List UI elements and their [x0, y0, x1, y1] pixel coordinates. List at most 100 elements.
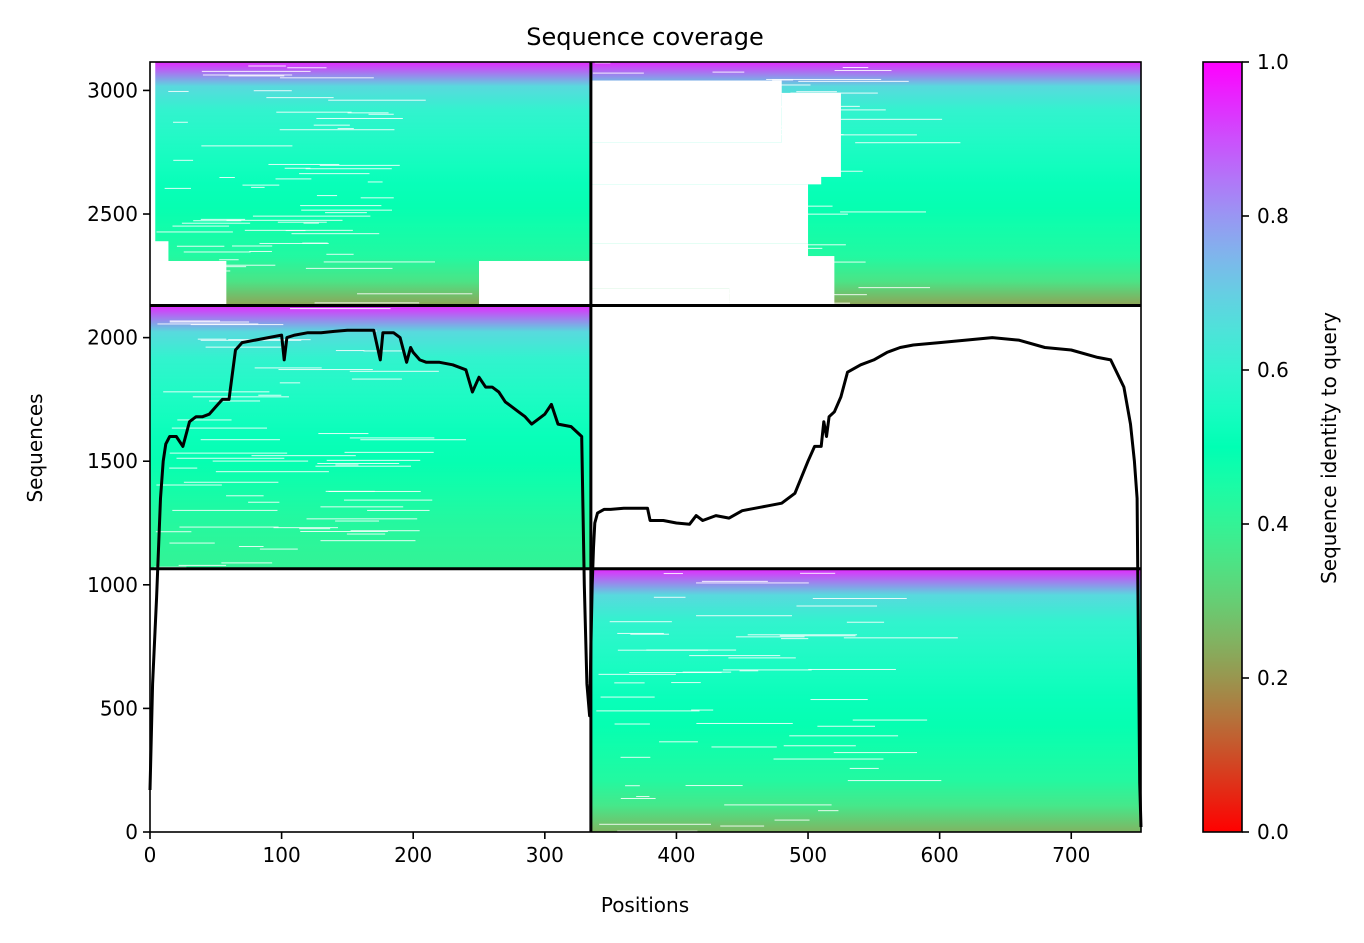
row-gap: [689, 655, 781, 657]
row-gap: [801, 134, 824, 136]
row-gap: [266, 97, 334, 99]
row-gap: [258, 394, 282, 396]
row-gap: [712, 71, 745, 73]
row-gap: [190, 324, 284, 326]
row-gap: [276, 111, 352, 113]
row-gap: [747, 634, 858, 636]
colorbar-tick-label: 0.6: [1257, 358, 1289, 382]
row-gap: [722, 669, 812, 671]
row-gap: [172, 225, 230, 227]
row-gap: [772, 79, 794, 81]
row-gap: [349, 437, 435, 439]
plot-frame: [149, 61, 1142, 833]
row-gap: [698, 251, 715, 253]
row-gap: [798, 80, 909, 82]
x-tick-label: 600: [921, 843, 959, 867]
row-gap: [714, 101, 775, 103]
row-gap: [209, 400, 261, 402]
row-gap: [238, 546, 264, 548]
row-gap: [783, 745, 856, 747]
row-gap: [253, 90, 292, 92]
row-gap: [858, 287, 931, 289]
row-gap: [617, 830, 698, 832]
colorbar-gradient: [1202, 61, 1243, 833]
row-gap: [254, 367, 322, 369]
row-gap: [766, 78, 882, 80]
row-gap: [164, 187, 191, 189]
row-gap: [659, 173, 689, 175]
x-tick-label: 0: [144, 843, 157, 867]
row-gap: [303, 222, 319, 224]
row-gap: [796, 605, 878, 607]
row-gap: [320, 540, 416, 542]
row-gap: [679, 219, 710, 221]
row-gap: [155, 531, 192, 533]
row-gap: [719, 280, 815, 282]
row-gap: [666, 128, 784, 130]
row-gap: [349, 370, 439, 372]
row-gap: [840, 211, 926, 213]
row-gap: [347, 112, 389, 114]
row-gap: [200, 218, 246, 220]
row-gap: [833, 752, 918, 754]
row-gap: [335, 464, 359, 466]
row-gap: [300, 530, 388, 532]
row-gap: [612, 181, 690, 183]
x-tick-label: 100: [263, 843, 301, 867]
row-gap: [594, 62, 611, 64]
row-gap: [720, 205, 833, 207]
y-tick-label: 500: [100, 696, 138, 720]
row-gap: [291, 233, 380, 235]
row-gap: [249, 250, 272, 252]
row-gap: [242, 184, 280, 186]
row-gap: [172, 509, 278, 511]
row-gap: [614, 682, 645, 684]
row-gap: [855, 142, 961, 144]
row-gap: [319, 164, 400, 166]
row-gap: [316, 195, 338, 197]
y-tick-label: 1000: [87, 573, 138, 597]
colorbar-tick-label: 0.4: [1257, 512, 1289, 536]
row-gap: [337, 128, 354, 130]
row-gap: [268, 163, 340, 165]
row-gap: [170, 266, 247, 268]
row-gap: [696, 582, 809, 584]
row-gap: [169, 467, 198, 469]
row-gap: [592, 72, 644, 74]
row-gap: [781, 638, 809, 640]
row-gap: [592, 255, 678, 257]
row-gap: [177, 419, 232, 421]
row-gap: [735, 636, 805, 638]
row-gap: [156, 231, 233, 233]
axes: 0 100 200 300 400 500 600 700 0 500 1000 1500 2000 25…: [87, 61, 1142, 867]
row-gap: [751, 302, 851, 304]
row-gap: [800, 572, 836, 574]
row-gap: [817, 725, 875, 727]
row-gap: [609, 621, 672, 623]
row-gap: [300, 205, 382, 207]
row-gap: [156, 484, 222, 486]
row-gap: [344, 451, 434, 453]
row-gap: [701, 580, 768, 582]
row-gap: [328, 99, 426, 101]
row-gap: [259, 242, 329, 244]
row-gap: [733, 145, 767, 147]
row-gap: [273, 527, 338, 529]
row-gap: [750, 277, 831, 279]
heatmap-block: [590, 568, 1141, 832]
row-gap: [694, 198, 724, 200]
coverage-line-layer: [148, 328, 1143, 828]
row-gap: [842, 67, 869, 69]
row-gap: [755, 84, 811, 86]
row-gap: [323, 261, 436, 263]
row-gap: [724, 804, 832, 806]
colorbar-tick-label: 0.2: [1257, 666, 1289, 690]
row-gap: [801, 294, 867, 296]
x-tick-label: 700: [1052, 843, 1090, 867]
row-gap: [183, 251, 251, 253]
row-gap: [637, 81, 670, 83]
row-gap: [219, 176, 235, 178]
row-gap: [302, 242, 328, 244]
row-gap: [290, 308, 391, 310]
